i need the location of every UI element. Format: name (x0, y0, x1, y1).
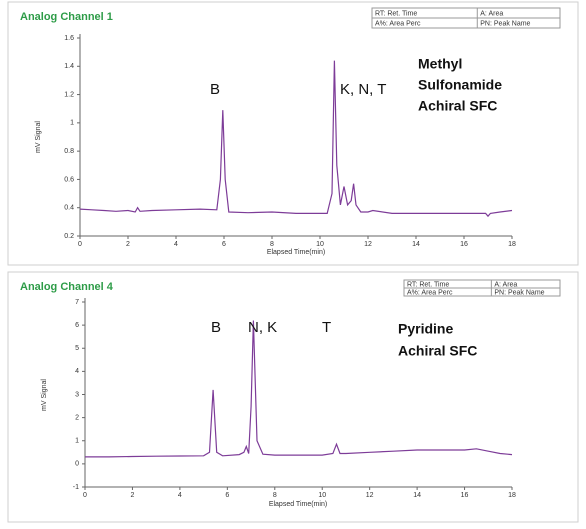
x-tick-label: 16 (461, 492, 469, 499)
x-tick-label: 8 (270, 241, 274, 248)
x-tick-label: 12 (364, 241, 372, 248)
sample-note: Sulfonamide (418, 77, 502, 93)
x-tick-label: 10 (318, 492, 326, 499)
x-tick-label: 12 (366, 492, 374, 499)
legend-text: A: Area (480, 10, 503, 17)
x-tick-label: 8 (273, 492, 277, 499)
y-tick-label: 7 (75, 299, 79, 306)
y-tick-label: 1.2 (64, 91, 74, 98)
y-tick-label: 6 (75, 322, 79, 329)
y-tick-label: 5 (75, 345, 79, 352)
panel-title: Analog Channel 4 (20, 281, 114, 293)
x-tick-label: 2 (130, 492, 134, 499)
x-tick-label: 6 (222, 241, 226, 248)
x-tick-label: 16 (460, 241, 468, 248)
y-tick-label: 1 (75, 438, 79, 445)
x-axis-label: Elapsed Time(min) (267, 249, 325, 256)
x-tick-label: 18 (508, 492, 516, 499)
legend-text: RT: Ret. Time (407, 281, 449, 288)
y-axis-label: mV Signal (35, 121, 42, 153)
legend-text: PN: Peak Name (494, 289, 544, 296)
legend-text: PN: Peak Name (480, 20, 530, 27)
x-tick-label: 14 (413, 492, 421, 499)
peak-annotation: T (322, 319, 331, 336)
y-tick-label: 1 (70, 120, 74, 127)
y-tick-label: 0.2 (64, 233, 74, 240)
x-axis-label: Elapsed Time(min) (269, 501, 327, 508)
legend-text: A%: Area Perc (375, 20, 421, 27)
peak-annotation: B (211, 319, 221, 336)
sample-note: Methyl (418, 56, 462, 72)
legend-text: A: Area (494, 281, 517, 288)
x-tick-label: 10 (316, 241, 324, 248)
peak-annotation: B (210, 81, 220, 98)
sample-note: Achiral SFC (418, 98, 497, 114)
y-tick-label: 1.6 (64, 35, 74, 42)
peak-annotation: N, K (248, 319, 277, 336)
x-tick-label: 0 (78, 241, 82, 248)
x-tick-label: 0 (83, 492, 87, 499)
legend-text: RT: Ret. Time (375, 10, 417, 17)
y-tick-label: -1 (73, 484, 79, 491)
x-tick-label: 6 (225, 492, 229, 499)
x-tick-label: 2 (126, 241, 130, 248)
trace (79, 60, 513, 218)
y-tick-label: 0.8 (64, 148, 74, 155)
x-tick-label: 4 (178, 492, 182, 499)
trace (85, 320, 513, 458)
panel (7, 271, 579, 523)
legend-text: A%: Area Perc (407, 289, 453, 296)
peak-annotation: K, N, T (340, 81, 386, 98)
sample-note: Pyridine (398, 321, 453, 337)
y-tick-label: 3 (75, 391, 79, 398)
y-tick-label: 1.4 (64, 63, 74, 70)
x-tick-label: 18 (508, 241, 516, 248)
y-tick-label: 4 (75, 368, 79, 375)
y-tick-label: 0.6 (64, 176, 74, 183)
y-tick-label: 2 (75, 414, 79, 421)
y-tick-label: 0.4 (64, 205, 74, 212)
y-tick-label: 0 (75, 461, 79, 468)
x-tick-label: 14 (412, 241, 420, 248)
x-tick-label: 4 (174, 241, 178, 248)
panel (7, 1, 579, 266)
y-axis-label: mV Signal (41, 379, 48, 411)
panel-title: Analog Channel 1 (20, 11, 113, 23)
sample-note: Achiral SFC (398, 343, 477, 359)
